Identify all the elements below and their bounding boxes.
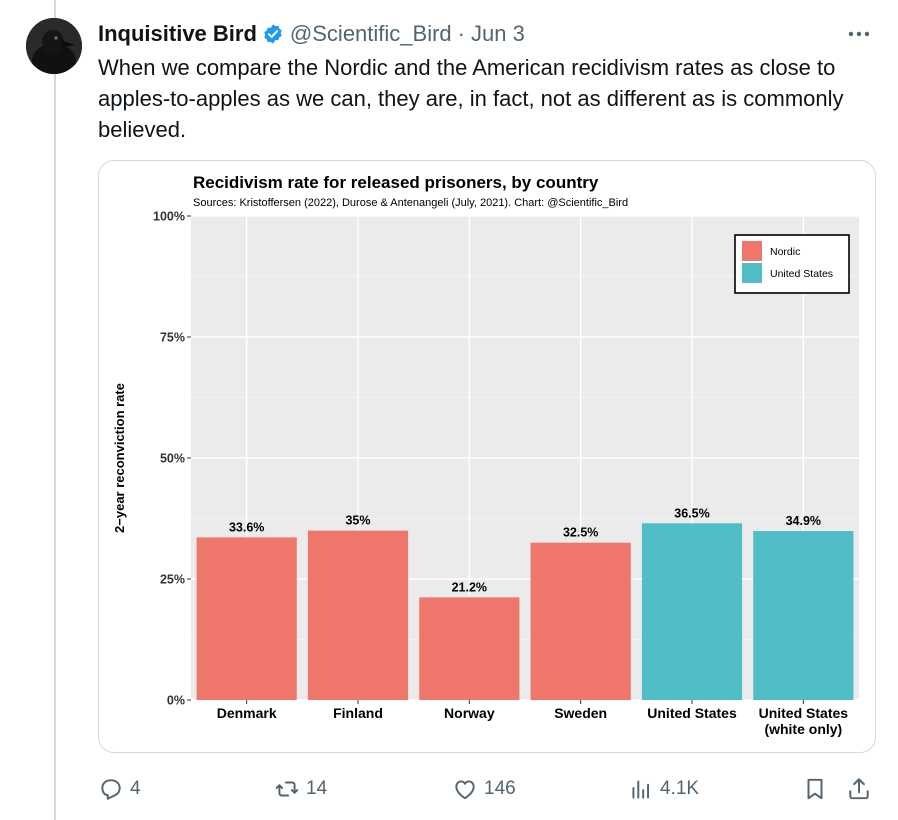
bar-value-label: 35%	[345, 514, 370, 528]
legend-label: United States	[770, 268, 833, 280]
repost-count: 14	[306, 778, 328, 799]
share-icon	[849, 778, 869, 800]
action-bar: 4 14 146 4.1K	[98, 770, 878, 808]
y-tick-label: 25%	[160, 573, 185, 587]
tweet-date[interactable]: Jun 3	[470, 21, 525, 46]
x-tick-label: (white only)	[764, 721, 842, 737]
verified-badge-icon	[264, 24, 282, 44]
x-axis: Denmark Finland Norway Sweden United States U…	[217, 700, 849, 737]
bar	[307, 530, 409, 700]
chart-title: Recidivism rate for released prisoners, …	[193, 173, 599, 192]
tweet-text: When we compare the Nordic and the Ameri…	[98, 55, 844, 142]
views-icon	[632, 780, 650, 799]
bar	[419, 597, 520, 700]
y-tick-label: 50%	[160, 452, 185, 466]
bar	[196, 537, 297, 700]
x-tick-label: Sweden	[554, 705, 607, 721]
bar	[530, 542, 631, 700]
raven-avatar-icon	[26, 18, 82, 74]
more-icon	[848, 31, 870, 37]
reply-count: 4	[130, 778, 141, 799]
views-button[interactable]: 4.1K	[628, 770, 699, 808]
like-count: 146	[484, 778, 516, 799]
reply-icon	[101, 779, 121, 800]
tweet-media-chart[interactable]: Recidivism rate for released prisoners, …	[98, 160, 876, 753]
tweet-header: Inquisitive Bird @Scientific_Bird · Jun …	[98, 20, 525, 48]
bookmark-button[interactable]	[802, 770, 828, 808]
bookmark-icon	[807, 778, 823, 800]
avatar[interactable]	[26, 18, 82, 74]
bar	[641, 523, 743, 700]
y-tick-label: 100%	[153, 210, 185, 224]
x-tick-label: United States	[759, 705, 849, 721]
legend-label: Nordic	[770, 246, 800, 258]
x-tick-label: Norway	[444, 705, 495, 721]
display-name[interactable]: Inquisitive Bird	[98, 21, 257, 46]
bar-value-label: 32.5%	[563, 526, 598, 540]
legend-swatch	[742, 263, 762, 283]
bar-value-label: 34.9%	[786, 514, 821, 528]
bar-value-label: 33.6%	[229, 520, 264, 534]
x-tick-label: United States	[647, 705, 737, 721]
more-button[interactable]	[844, 20, 874, 48]
bars: 33.6% 35% 21.2% 32.5% 36.5% 34.9%	[196, 506, 854, 700]
views-count: 4.1K	[660, 778, 700, 799]
y-axis: 0% 25% 50% 75% 100%	[153, 210, 191, 708]
like-button[interactable]: 146	[452, 770, 516, 808]
y-tick-label: 75%	[160, 331, 185, 345]
handle[interactable]: @Scientific_Bird	[289, 21, 452, 46]
bar-chart: Recidivism rate for released prisoners, …	[112, 173, 859, 737]
bar-value-label: 21.2%	[452, 580, 487, 594]
repost-icon	[275, 781, 299, 797]
legend-swatch	[742, 241, 762, 261]
x-tick-label: Denmark	[217, 705, 277, 721]
reply-button[interactable]: 4	[98, 770, 141, 808]
chart-subtitle: Sources: Kristoffersen (2022), Durose & …	[193, 197, 628, 209]
y-tick-label: 0%	[167, 694, 185, 708]
bar-value-label: 36.5%	[674, 506, 709, 520]
legend: Nordic United States	[734, 234, 850, 294]
y-axis-label: 2−year reconviction rate	[112, 383, 127, 533]
repost-button[interactable]: 14	[274, 770, 327, 808]
bar	[753, 531, 854, 700]
heart-icon	[455, 780, 475, 800]
thread-line	[54, 0, 56, 820]
separator-dot: ·	[457, 21, 465, 46]
x-tick-label: Finland	[333, 705, 383, 721]
share-button[interactable]	[846, 770, 872, 808]
